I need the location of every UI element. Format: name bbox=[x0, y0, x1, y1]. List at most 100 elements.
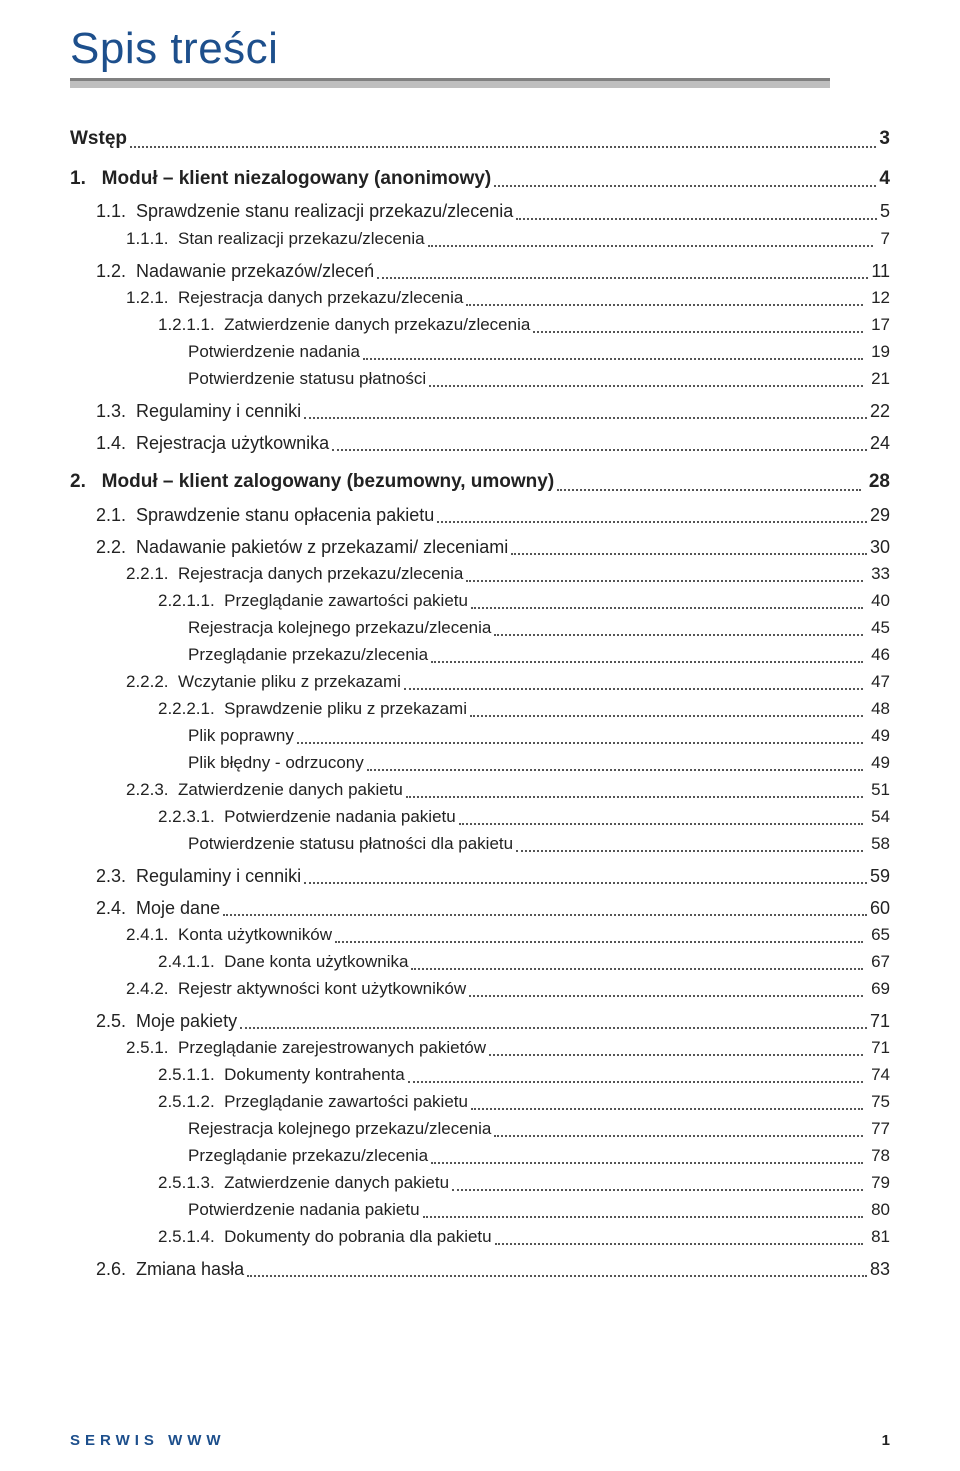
toc-entry-page: 83 bbox=[870, 1257, 890, 1281]
toc-entry-label: Wstęp bbox=[70, 126, 127, 152]
toc-entry: 2.1. Sprawdzenie stanu opłacenia pakietu… bbox=[70, 503, 890, 527]
toc-leader-dots bbox=[247, 1275, 867, 1277]
toc-entry-label: Potwierdzenie nadania bbox=[188, 341, 360, 364]
toc-entry: 1.1.1. Stan realizacji przekazu/zlecenia… bbox=[70, 228, 890, 251]
toc-entry-label: 1.2. Nadawanie przekazów/zleceń bbox=[96, 259, 374, 283]
toc-entry-page: 81 bbox=[866, 1226, 890, 1249]
toc-entry-label: Potwierdzenie statusu płatności dla paki… bbox=[188, 833, 513, 856]
toc-entry: 2.4. Moje dane60 bbox=[70, 896, 890, 920]
toc-entry-page: 17 bbox=[866, 314, 890, 337]
toc-entry-page: 59 bbox=[870, 864, 890, 888]
toc-leader-dots bbox=[304, 417, 867, 419]
toc-entry: 2.2.3.1. Potwierdzenie nadania pakietu 5… bbox=[70, 806, 890, 829]
toc-leader-dots bbox=[428, 245, 873, 247]
toc-entry-label: 2.5.1.1. Dokumenty kontrahenta bbox=[158, 1064, 405, 1087]
toc-entry-label: 1.1.1. Stan realizacji przekazu/zlecenia bbox=[126, 228, 425, 251]
toc-entry-label: 1.4. Rejestracja użytkownika bbox=[96, 431, 329, 455]
toc-leader-dots bbox=[367, 769, 864, 771]
toc-entry: 2.2. Nadawanie pakietów z przekazami/ zl… bbox=[70, 535, 890, 559]
toc-entry-page: 4 bbox=[879, 166, 890, 192]
toc-leader-dots bbox=[335, 941, 863, 943]
toc-leader-dots bbox=[404, 688, 863, 690]
toc-leader-dots bbox=[471, 1108, 863, 1110]
toc-entry: 1.2.1.1. Zatwierdzenie danych przekazu/z… bbox=[70, 314, 890, 337]
toc-entry-page: 28 bbox=[864, 469, 890, 495]
toc-entry: 2.4.1.1. Dane konta użytkownika 67 bbox=[70, 951, 890, 974]
toc-entry: 2.3. Regulaminy i cenniki 59 bbox=[70, 864, 890, 888]
toc-entry: 2.2.2. Wczytanie pliku z przekazami 47 bbox=[70, 671, 890, 694]
toc-leader-dots bbox=[377, 277, 868, 279]
toc-entry-page: 69 bbox=[866, 978, 890, 1001]
toc-entry: Wstęp 3 bbox=[70, 126, 890, 152]
toc-entry-page: 3 bbox=[879, 126, 890, 152]
toc-entry-label: 2.4.1.1. Dane konta użytkownika bbox=[158, 951, 408, 974]
toc-leader-dots bbox=[471, 607, 863, 609]
toc-entry: 2.4.1. Konta użytkowników 65 bbox=[70, 924, 890, 947]
page-footer: SERWIS WWW 1 bbox=[70, 1432, 890, 1449]
toc-leader-dots bbox=[470, 715, 863, 717]
toc-entry-label: 2.4. Moje dane bbox=[96, 896, 220, 920]
toc-entry-page: 30 bbox=[870, 535, 890, 559]
toc-leader-dots bbox=[431, 1162, 863, 1164]
toc-entry: 2.2.1. Rejestracja danych przekazu/zlece… bbox=[70, 563, 890, 586]
page-title: Spis treści bbox=[70, 24, 890, 74]
toc-entry: 2.6. Zmiana hasła83 bbox=[70, 1257, 890, 1281]
toc-leader-dots bbox=[511, 553, 867, 555]
toc-leader-dots bbox=[429, 385, 863, 387]
toc-entry-page: 12 bbox=[866, 287, 890, 310]
toc-entry: 2.2.1.1. Przeglądanie zawartości pakietu… bbox=[70, 590, 890, 613]
toc-entry-page: 11 bbox=[871, 259, 890, 283]
footer-service-name: SERWIS WWW bbox=[70, 1432, 226, 1449]
toc-entry-page: 78 bbox=[866, 1145, 890, 1168]
toc-entry-label: 1.3. Regulaminy i cenniki bbox=[96, 399, 301, 423]
toc-leader-dots bbox=[494, 185, 876, 187]
toc-entry-label: 1.1. Sprawdzenie stanu realizacji przeka… bbox=[96, 199, 513, 223]
toc-entry: 2.5.1. Przeglądanie zarejestrowanych pak… bbox=[70, 1037, 890, 1060]
toc-entry-label: 2.2.2. Wczytanie pliku z przekazami bbox=[126, 671, 401, 694]
toc-entry: 2.5.1.1. Dokumenty kontrahenta 74 bbox=[70, 1064, 890, 1087]
toc-entry-label: 2.5.1. Przeglądanie zarejestrowanych pak… bbox=[126, 1037, 486, 1060]
toc-entry-page: 29 bbox=[870, 503, 890, 527]
toc-entry-label: 2.2. Nadawanie pakietów z przekazami/ zl… bbox=[96, 535, 508, 559]
toc-entry-label: 2.2.3.1. Potwierdzenie nadania pakietu bbox=[158, 806, 456, 829]
toc-entry: 1.1. Sprawdzenie stanu realizacji przeka… bbox=[70, 199, 890, 223]
toc-leader-dots bbox=[466, 580, 863, 582]
toc-entry: 2.2.3. Zatwierdzenie danych pakietu 51 bbox=[70, 779, 890, 802]
toc-entry: 2.4.2. Rejestr aktywności kont użytkowni… bbox=[70, 978, 890, 1001]
toc-entry-page: 49 bbox=[866, 725, 890, 748]
toc-entry: Rejestracja kolejnego przekazu/zlecenia … bbox=[70, 617, 890, 640]
toc-leader-dots bbox=[452, 1189, 863, 1191]
toc-entry-page: 67 bbox=[866, 951, 890, 974]
toc-entry-page: 77 bbox=[866, 1118, 890, 1141]
title-block: Spis treści bbox=[70, 24, 890, 88]
toc-entry-page: 47 bbox=[866, 671, 890, 694]
toc-leader-dots bbox=[494, 1135, 863, 1137]
toc-leader-dots bbox=[466, 304, 863, 306]
toc-leader-dots bbox=[406, 796, 863, 798]
toc-leader-dots bbox=[495, 1243, 864, 1245]
toc-entry-page: 49 bbox=[866, 752, 890, 775]
toc-entry: 2.5.1.2. Przeglądanie zawartości pakietu… bbox=[70, 1091, 890, 1114]
toc-entry: 2.2.2.1. Sprawdzenie pliku z przekazami … bbox=[70, 698, 890, 721]
toc-leader-dots bbox=[437, 521, 867, 523]
toc-entry: Potwierdzenie nadania 19 bbox=[70, 341, 890, 364]
table-of-contents: Wstęp 3 1. Moduł – klient niezalogowany (a… bbox=[70, 126, 890, 1281]
toc-leader-dots bbox=[411, 968, 863, 970]
toc-leader-dots bbox=[459, 823, 864, 825]
title-underline bbox=[70, 78, 830, 88]
toc-leader-dots bbox=[130, 146, 876, 148]
toc-entry-label: Rejestracja kolejnego przekazu/zlecenia bbox=[188, 617, 491, 640]
toc-leader-dots bbox=[332, 449, 867, 451]
toc-entry: 1. Moduł – klient niezalogowany (anonimo… bbox=[70, 166, 890, 192]
toc-leader-dots bbox=[363, 358, 863, 360]
toc-entry-page: 48 bbox=[866, 698, 890, 721]
toc-entry-label: 2.3. Regulaminy i cenniki bbox=[96, 864, 301, 888]
toc-entry-page: 51 bbox=[866, 779, 890, 802]
toc-entry-page: 75 bbox=[866, 1091, 890, 1114]
toc-entry-label: 2.5.1.3. Zatwierdzenie danych pakietu bbox=[158, 1172, 449, 1195]
toc-entry-label: 2. Moduł – klient zalogowany (bezumowny,… bbox=[70, 469, 554, 495]
toc-entry-page: 58 bbox=[866, 833, 890, 856]
toc-entry: Rejestracja kolejnego przekazu/zlecenia … bbox=[70, 1118, 890, 1141]
toc-entry-page: 21 bbox=[866, 368, 890, 391]
toc-entry-page: 7 bbox=[876, 228, 890, 251]
